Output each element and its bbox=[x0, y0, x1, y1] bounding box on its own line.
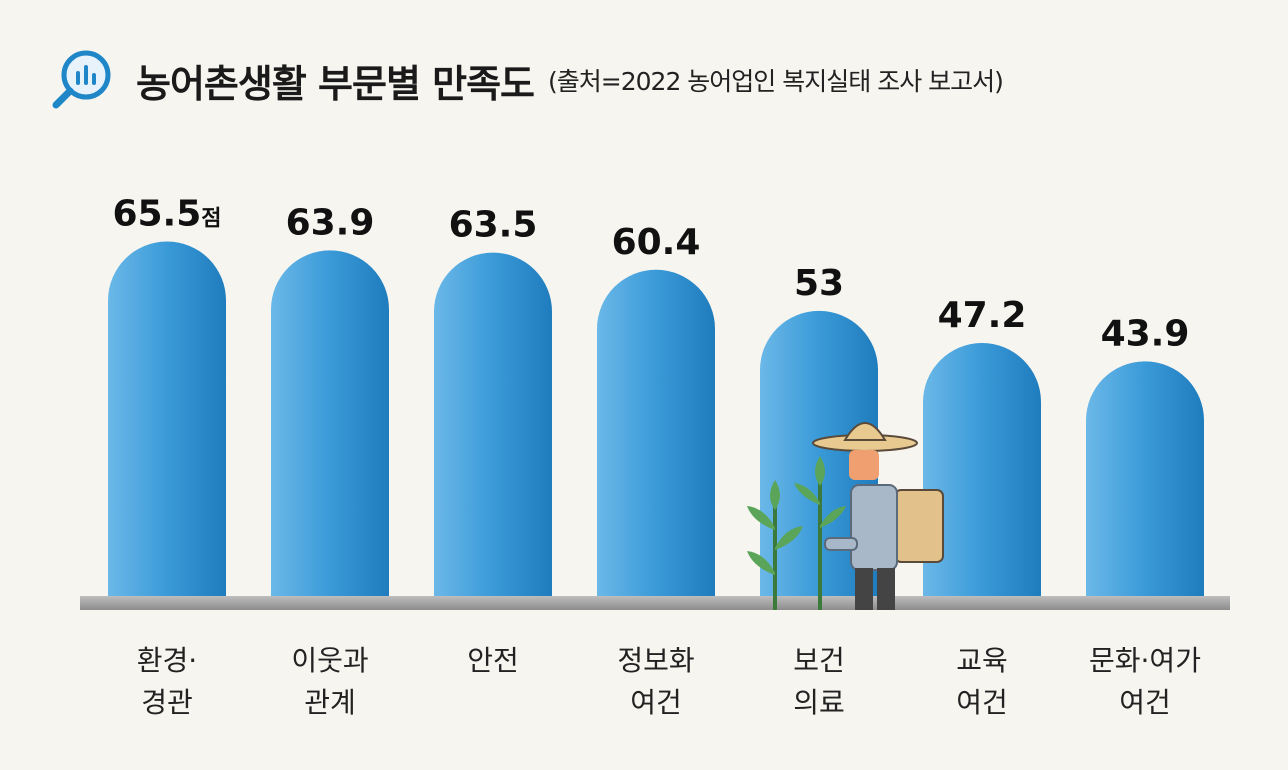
category-label-0-1: 경관 bbox=[141, 686, 193, 719]
category-label-5-0: 교육 bbox=[956, 644, 1008, 677]
data-label-5: 47.2 bbox=[938, 295, 1027, 336]
bar-6 bbox=[1086, 361, 1204, 605]
category-label-5-1: 여건 bbox=[956, 686, 1008, 719]
category-label-1-1: 관계 bbox=[304, 686, 356, 719]
data-label-6: 43.9 bbox=[1101, 313, 1190, 354]
data-label-0: 65.5점 bbox=[112, 193, 221, 234]
category-label-3-1: 여건 bbox=[630, 686, 682, 719]
farmer-icon bbox=[747, 422, 944, 610]
chart-header: 농어촌생활 부문별 만족도 (출처=2022 농어업인 복지실태 조사 보고서) bbox=[48, 40, 1004, 120]
bar-5 bbox=[923, 343, 1041, 605]
bar-0 bbox=[108, 241, 226, 605]
chart-magnifier-icon bbox=[52, 50, 111, 109]
category-label-4-0: 보건 bbox=[793, 644, 845, 677]
data-label-3: 60.4 bbox=[612, 222, 701, 263]
data-label-2: 63.5 bbox=[449, 205, 538, 246]
category-label-4-1: 의료 bbox=[793, 686, 845, 719]
category-label-2-0: 안전 bbox=[467, 644, 519, 677]
bar-1 bbox=[271, 250, 389, 605]
bar-2 bbox=[434, 252, 552, 605]
data-label-1: 63.9 bbox=[286, 202, 375, 243]
chart-source: (출처=2022 농어업인 복지실태 조사 보고서) bbox=[548, 67, 1004, 96]
category-label-6-0: 문화·여가 bbox=[1089, 644, 1201, 677]
category-label-6-1: 여건 bbox=[1119, 686, 1171, 719]
unit-label: 점 bbox=[201, 206, 221, 231]
data-label-4: 53 bbox=[794, 263, 844, 304]
bar-3 bbox=[597, 269, 715, 605]
chart-title: 농어촌생활 부문별 만족도 bbox=[136, 61, 535, 106]
category-label-1-0: 이웃과 bbox=[291, 644, 368, 677]
category-label-0-0: 환경· bbox=[137, 644, 197, 677]
category-label-3-0: 정보화 bbox=[617, 644, 694, 677]
chart-baseline bbox=[80, 596, 1230, 610]
